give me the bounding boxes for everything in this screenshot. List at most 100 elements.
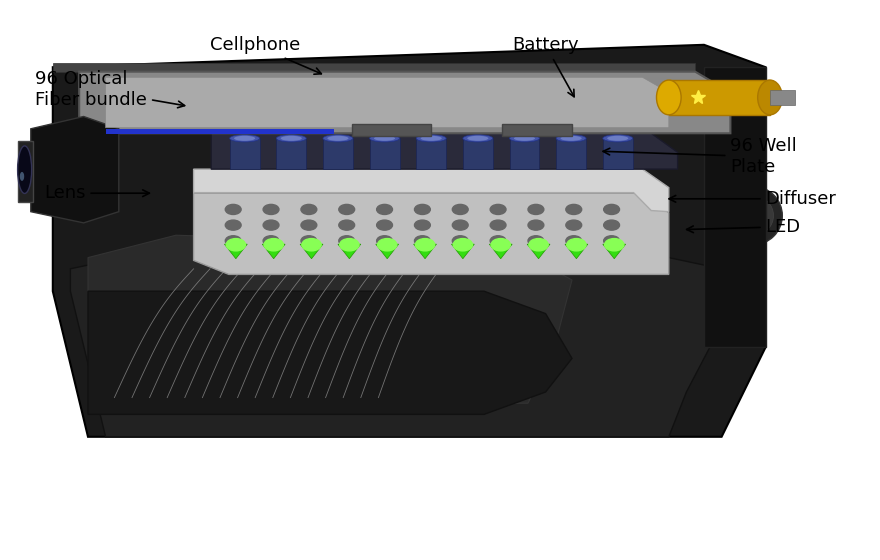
Ellipse shape xyxy=(656,80,681,115)
Text: Lens: Lens xyxy=(44,184,150,202)
Circle shape xyxy=(263,220,279,230)
Polygon shape xyxy=(451,244,474,259)
Circle shape xyxy=(490,204,506,214)
Text: Battery: Battery xyxy=(512,36,579,97)
Circle shape xyxy=(377,204,392,214)
Ellipse shape xyxy=(234,136,255,141)
Circle shape xyxy=(567,239,586,251)
Circle shape xyxy=(528,220,544,230)
Ellipse shape xyxy=(374,136,395,141)
Circle shape xyxy=(339,236,355,246)
Ellipse shape xyxy=(607,136,628,141)
Bar xyxy=(230,138,260,169)
Circle shape xyxy=(378,239,397,251)
Circle shape xyxy=(414,220,430,230)
Ellipse shape xyxy=(281,136,302,141)
Polygon shape xyxy=(88,235,572,403)
Circle shape xyxy=(490,236,506,246)
Bar xyxy=(416,138,446,169)
Circle shape xyxy=(301,236,317,246)
Ellipse shape xyxy=(463,135,493,142)
Ellipse shape xyxy=(556,135,586,142)
Polygon shape xyxy=(565,244,588,259)
Polygon shape xyxy=(603,244,626,259)
Circle shape xyxy=(604,236,620,246)
Ellipse shape xyxy=(722,186,782,245)
Ellipse shape xyxy=(603,135,633,142)
Text: 96 Optical
Fiber bundle: 96 Optical Fiber bundle xyxy=(35,70,185,109)
Polygon shape xyxy=(194,193,669,274)
Circle shape xyxy=(301,220,317,230)
Circle shape xyxy=(225,220,241,230)
Polygon shape xyxy=(376,244,399,259)
Circle shape xyxy=(604,220,620,230)
Ellipse shape xyxy=(327,136,348,141)
Circle shape xyxy=(566,236,582,246)
Circle shape xyxy=(226,239,246,251)
Circle shape xyxy=(452,204,468,214)
Circle shape xyxy=(302,239,321,251)
Circle shape xyxy=(415,239,435,251)
Polygon shape xyxy=(489,244,512,259)
Circle shape xyxy=(453,239,473,251)
Ellipse shape xyxy=(758,80,782,115)
Ellipse shape xyxy=(19,172,24,181)
Ellipse shape xyxy=(510,135,539,142)
Circle shape xyxy=(340,239,359,251)
Circle shape xyxy=(491,239,510,251)
Bar xyxy=(106,129,334,134)
Bar xyxy=(603,138,633,169)
Polygon shape xyxy=(300,244,323,259)
Polygon shape xyxy=(704,67,766,347)
Circle shape xyxy=(528,204,544,214)
Circle shape xyxy=(377,220,392,230)
Text: Cellphone: Cellphone xyxy=(210,36,321,74)
Bar xyxy=(556,138,586,169)
Circle shape xyxy=(566,220,582,230)
Ellipse shape xyxy=(416,135,446,142)
Ellipse shape xyxy=(276,135,306,142)
Circle shape xyxy=(225,236,241,246)
Polygon shape xyxy=(53,45,766,437)
Ellipse shape xyxy=(421,136,442,141)
Polygon shape xyxy=(414,244,436,259)
Text: 96 Well
Plate: 96 Well Plate xyxy=(603,137,797,176)
Ellipse shape xyxy=(467,136,488,141)
Circle shape xyxy=(377,236,392,246)
Polygon shape xyxy=(70,246,722,437)
Bar xyxy=(463,138,493,169)
Text: Diffuser: Diffuser xyxy=(669,190,837,208)
Polygon shape xyxy=(224,244,247,259)
Ellipse shape xyxy=(230,135,260,142)
Circle shape xyxy=(529,239,548,251)
Circle shape xyxy=(452,220,468,230)
Circle shape xyxy=(566,204,582,214)
Polygon shape xyxy=(106,77,669,128)
Circle shape xyxy=(414,236,430,246)
Circle shape xyxy=(263,204,279,214)
Ellipse shape xyxy=(737,197,774,235)
Polygon shape xyxy=(79,72,730,133)
Circle shape xyxy=(605,239,624,251)
Circle shape xyxy=(339,220,355,230)
Circle shape xyxy=(339,204,355,214)
Bar xyxy=(370,138,400,169)
Bar xyxy=(18,141,33,202)
Polygon shape xyxy=(194,169,669,212)
Bar xyxy=(53,63,695,72)
Polygon shape xyxy=(211,133,678,169)
Polygon shape xyxy=(527,244,550,259)
Circle shape xyxy=(264,239,283,251)
Bar xyxy=(323,138,353,169)
Polygon shape xyxy=(88,291,572,414)
Ellipse shape xyxy=(18,146,32,194)
Circle shape xyxy=(604,204,620,214)
Circle shape xyxy=(528,236,544,246)
Circle shape xyxy=(490,220,506,230)
Ellipse shape xyxy=(561,136,582,141)
Circle shape xyxy=(263,236,279,246)
Polygon shape xyxy=(31,116,119,223)
Polygon shape xyxy=(338,244,361,259)
Bar xyxy=(770,90,795,105)
Bar xyxy=(276,138,306,169)
